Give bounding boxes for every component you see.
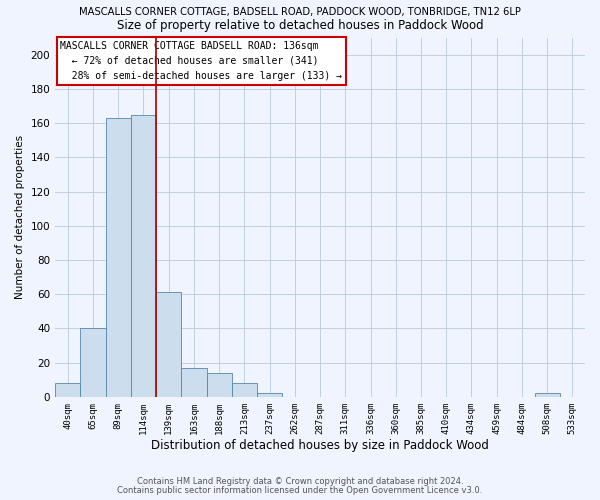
Bar (181, 368, 206, 397)
Bar (106, 118, 131, 397)
Bar (55, 383, 80, 397)
Bar (80, 328, 106, 397)
Text: MASCALLS CORNER COTTAGE BADSELL ROAD: 136sqm
  ← 72% of detached houses are smal: MASCALLS CORNER COTTAGE BADSELL ROAD: 13… (61, 41, 343, 80)
Bar (257, 394, 282, 397)
Bar (232, 383, 257, 397)
Text: Contains public sector information licensed under the Open Government Licence v3: Contains public sector information licen… (118, 486, 482, 495)
X-axis label: Distribution of detached houses by size in Paddock Wood: Distribution of detached houses by size … (151, 440, 489, 452)
Text: Contains HM Land Registry data © Crown copyright and database right 2024.: Contains HM Land Registry data © Crown c… (137, 477, 463, 486)
Bar (131, 114, 156, 397)
Bar (206, 373, 232, 397)
Y-axis label: Number of detached properties: Number of detached properties (15, 135, 25, 299)
Bar (156, 292, 181, 397)
Text: MASCALLS CORNER COTTAGE, BADSELL ROAD, PADDOCK WOOD, TONBRIDGE, TN12 6LP: MASCALLS CORNER COTTAGE, BADSELL ROAD, P… (79, 8, 521, 18)
Bar (535, 394, 560, 397)
Text: Size of property relative to detached houses in Paddock Wood: Size of property relative to detached ho… (116, 19, 484, 32)
